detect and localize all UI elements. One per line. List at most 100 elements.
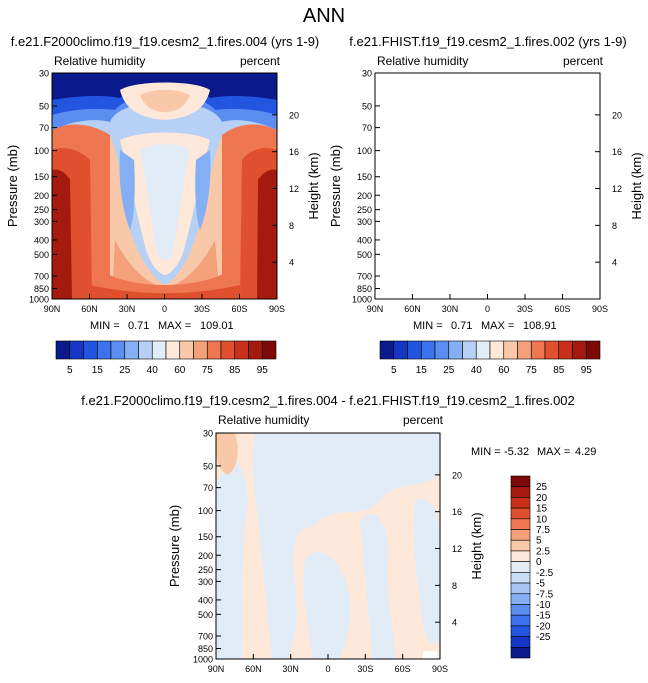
ytick-label: 200: [198, 551, 213, 561]
xtick-label: 60N: [245, 664, 262, 674]
colorbar-swatch: [407, 340, 422, 360]
ytick-label: 200: [357, 191, 372, 201]
xtick-label: 0: [325, 664, 330, 674]
colorbar-diff-label: -20: [536, 621, 551, 632]
colorbar-diff-swatch: [510, 646, 531, 659]
ytick-right-label: 20: [289, 110, 299, 120]
colorbar-label: 60: [498, 365, 510, 376]
panel-1-field: [52, 73, 277, 299]
ytick-label: 300: [357, 217, 372, 227]
xtick-label: 30S: [194, 304, 210, 314]
colorbar-diff-swatch: [510, 593, 531, 605]
colorbar-diff-swatch: [510, 518, 531, 530]
panel-3-title: f.e21.F2000climo.f19_f19.cesm2_1.fires.0…: [81, 393, 575, 408]
panel-3-field: [216, 433, 440, 659]
ytick-right-label: 12: [612, 184, 622, 194]
panel-3-min-label: MIN =: [471, 446, 501, 458]
colorbar-diff-label: 7.5: [536, 525, 550, 536]
colorbar-label: 60: [174, 365, 186, 376]
colorbar-diff-swatch: [510, 572, 531, 584]
colorbar-diff-swatch: [510, 614, 531, 627]
panel-1: f.e21.F2000climo.f19_f19.cesm2_1.fires.0…: [5, 34, 321, 376]
ytick-label: 850: [34, 284, 49, 294]
colorbar-swatch: [489, 340, 505, 360]
ytick-label: 850: [357, 284, 372, 294]
colorbar-swatch: [234, 340, 249, 360]
colorbar-diff-label: -7.5: [536, 589, 554, 600]
panel-1-right-string: percent: [240, 54, 281, 68]
main-title: ANN: [303, 5, 345, 27]
colorbar-swatch: [96, 340, 112, 360]
ytick-label: 70: [362, 123, 372, 133]
ytick-label: 300: [198, 577, 213, 587]
colorbar-swatch: [503, 340, 518, 360]
panel-1-min-value: 0.71: [128, 320, 149, 332]
panel-2-ylabel-right: Height (km): [629, 152, 644, 219]
colorbar-label: 15: [416, 365, 428, 376]
xtick-label: 0: [485, 304, 490, 314]
colorbar-diff-label: 5: [536, 536, 542, 547]
colorbar-swatch: [110, 340, 126, 360]
xtick-label: 30S: [517, 304, 533, 314]
ytick-label: 30: [362, 69, 372, 79]
colorbar-diff-label: -10: [536, 600, 551, 611]
colorbar-swatch: [138, 340, 153, 360]
ytick-right-label: 20: [612, 110, 622, 120]
colorbar-swatch: [379, 340, 395, 360]
colorbar-label: 15: [92, 365, 104, 376]
ytick-label: 100: [357, 146, 372, 156]
panel-2: f.e21.FHIST.f19_f19.cesm2_1.fires.002 (y…: [328, 34, 644, 376]
ytick-right-label: 16: [612, 147, 622, 157]
ytick-label: 100: [198, 506, 213, 516]
panel-2-title: f.e21.FHIST.f19_f19.cesm2_1.fires.002 (y…: [349, 34, 626, 49]
ytick-right-label: 8: [289, 221, 294, 231]
colorbar-label: 95: [581, 365, 593, 376]
colorbar-swatch: [69, 340, 84, 360]
ytick-right-label: 16: [452, 507, 462, 517]
panel-1-max-label: MAX =: [158, 320, 191, 332]
xtick-label: 60N: [404, 304, 421, 314]
ytick-label: 30: [203, 429, 213, 439]
panel-1-left-string: Relative humidity: [54, 54, 145, 68]
ytick-label: 150: [357, 172, 372, 182]
ytick-label: 150: [34, 172, 49, 182]
panel-3-ylabel: Pressure (mb): [167, 505, 182, 587]
ytick-label: 400: [198, 595, 213, 605]
xtick-label: 30N: [442, 304, 459, 314]
ytick-right-label: 20: [452, 470, 462, 480]
colorbar-diff-label: -2.5: [536, 568, 554, 579]
colorbar-label: 5: [391, 365, 397, 376]
panel-1-title: f.e21.F2000climo.f19_f19.cesm2_1.fires.0…: [11, 34, 320, 49]
colorbar-label: 75: [526, 365, 538, 376]
panel-1-max-value: 109.01: [200, 320, 234, 332]
ytick-label: 1000: [29, 295, 49, 305]
colorbar-diff-label: 25: [536, 482, 548, 493]
ytick-label: 700: [198, 632, 213, 642]
colorbar-label: 25: [119, 365, 131, 376]
panel-2-min-value: 0.71: [451, 320, 472, 332]
colorbar-swatch: [420, 340, 436, 360]
panel-3-right-string: percent: [403, 413, 444, 427]
panel-3-min-value: -5.32: [504, 446, 529, 458]
colorbar-diff-label: 20: [536, 493, 548, 504]
ytick-label: 1000: [352, 295, 372, 305]
colorbar-swatch: [165, 340, 181, 360]
panel-2-left-string: Relative humidity: [377, 54, 468, 68]
ytick-label: 400: [357, 235, 372, 245]
colorbar-label: 5: [67, 365, 73, 376]
ytick-right-label: 4: [289, 258, 294, 268]
xtick-label: 30N: [119, 304, 136, 314]
xtick-label: 60S: [554, 304, 570, 314]
ytick-label: 250: [357, 205, 372, 215]
colorbar-swatch: [475, 340, 491, 360]
ytick-label: 30: [39, 69, 49, 79]
colorbar-diff-label: -5: [536, 579, 545, 590]
panel-3-max-value: 4.29: [575, 446, 596, 458]
colorbar-diff-label: -25: [536, 632, 551, 643]
xtick-label: 90S: [592, 304, 608, 314]
panel-1-min-label: MIN =: [90, 320, 120, 332]
colorbar-diff-swatch: [510, 625, 531, 637]
colorbar-swatch: [55, 340, 71, 360]
colorbar-diff-swatch: [510, 486, 531, 498]
xtick-label: 30S: [357, 664, 373, 674]
